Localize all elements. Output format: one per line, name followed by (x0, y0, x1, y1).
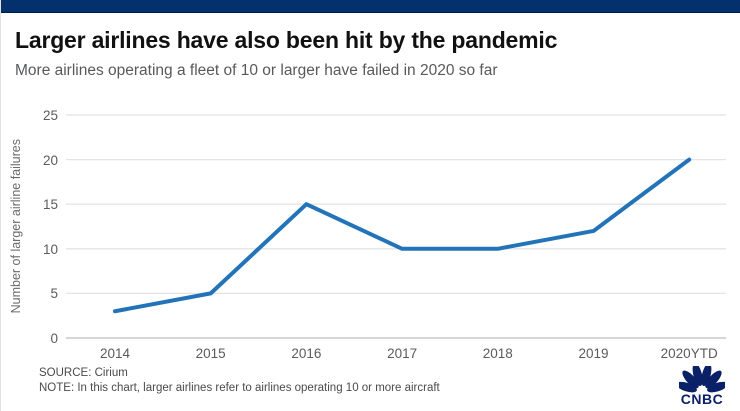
chart-subtitle: More airlines operating a fleet of 10 or… (15, 62, 498, 79)
cnbc-logo-text: CNBC (680, 391, 724, 407)
source-note-block: SOURCE: Cirium NOTE: In this chart, larg… (39, 366, 440, 396)
x-tick-label: 2020YTD (660, 346, 718, 361)
x-tick-label: 2015 (195, 346, 226, 361)
brand-accent-bar (1, 0, 740, 13)
y-tick-label: 10 (42, 241, 58, 257)
y-tick-label: 25 (42, 108, 58, 123)
x-tick-label: 2017 (387, 346, 418, 361)
plot-canvas (66, 114, 726, 339)
y-tick-label: 0 (50, 331, 58, 346)
x-tick-label: 2018 (482, 346, 513, 361)
x-tick-label: 2019 (578, 346, 609, 361)
source-text: SOURCE: Cirium (39, 367, 128, 379)
x-tick-label: 2014 (99, 346, 131, 361)
x-tick-label: 2016 (291, 346, 322, 361)
cnbc-logo: CNBC (671, 363, 733, 407)
y-tick-label: 15 (42, 197, 58, 213)
chart-title: Larger airlines have also been hit by th… (15, 27, 558, 53)
data-line-series (113, 157, 692, 314)
peacock-icon (676, 363, 728, 393)
note-text: NOTE: In this chart, larger airlines ref… (39, 382, 440, 394)
y-tick-label: 5 (50, 286, 58, 302)
y-tick-label: 20 (42, 152, 58, 168)
